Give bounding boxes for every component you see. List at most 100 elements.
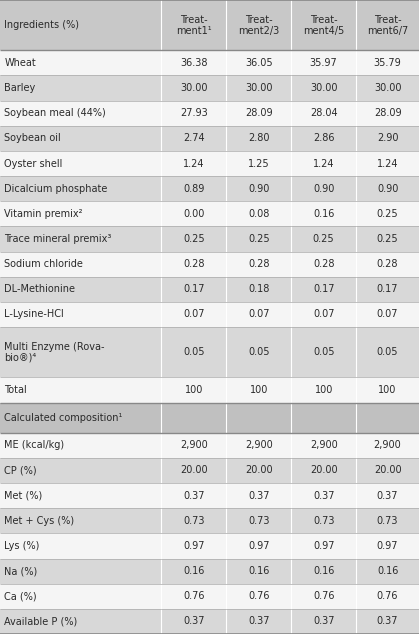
Text: Ingredients (%): Ingredients (%) <box>4 20 79 30</box>
Bar <box>291 609 356 634</box>
Bar <box>226 252 291 277</box>
Bar <box>226 126 291 151</box>
Text: 1.24: 1.24 <box>183 158 204 169</box>
Text: 100: 100 <box>315 385 333 395</box>
Text: 0.25: 0.25 <box>248 234 269 244</box>
Bar <box>0 50 161 75</box>
Bar <box>226 201 291 226</box>
Text: Total: Total <box>4 385 27 395</box>
Bar <box>0 201 161 226</box>
Text: 0.37: 0.37 <box>313 616 334 626</box>
Bar <box>356 403 419 433</box>
Text: Treat-
ment6/7: Treat- ment6/7 <box>367 15 408 36</box>
Text: L-Lysine-HCl: L-Lysine-HCl <box>4 309 64 320</box>
Text: 1.24: 1.24 <box>313 158 334 169</box>
Bar <box>356 176 419 201</box>
Text: 20.00: 20.00 <box>374 465 401 476</box>
Text: 0.37: 0.37 <box>183 491 204 501</box>
Bar <box>226 226 291 252</box>
Text: 0.00: 0.00 <box>183 209 204 219</box>
Bar <box>291 458 356 483</box>
Text: Oyster shell: Oyster shell <box>4 158 62 169</box>
Text: 0.37: 0.37 <box>183 616 204 626</box>
Bar <box>161 176 226 201</box>
Text: 0.16: 0.16 <box>248 566 269 576</box>
Bar <box>226 302 291 327</box>
Text: 30.00: 30.00 <box>245 83 272 93</box>
Text: 0.97: 0.97 <box>377 541 398 551</box>
Text: 36.38: 36.38 <box>180 58 207 68</box>
Text: Calculated composition¹: Calculated composition¹ <box>4 413 123 423</box>
Bar <box>356 101 419 126</box>
Bar <box>161 483 226 508</box>
Bar <box>0 403 161 433</box>
Text: 1.25: 1.25 <box>248 158 269 169</box>
Bar <box>0 433 161 458</box>
Text: ME (kcal/kg): ME (kcal/kg) <box>4 440 64 450</box>
Bar <box>291 302 356 327</box>
Bar <box>356 377 419 403</box>
Bar <box>161 226 226 252</box>
Text: 0.89: 0.89 <box>183 184 204 194</box>
Bar <box>291 126 356 151</box>
Bar <box>161 50 226 75</box>
Bar <box>356 151 419 176</box>
Bar <box>226 483 291 508</box>
Text: 0.97: 0.97 <box>313 541 334 551</box>
Text: 30.00: 30.00 <box>180 83 207 93</box>
Bar <box>226 559 291 584</box>
Text: 0.07: 0.07 <box>183 309 204 320</box>
Bar <box>0 559 161 584</box>
Text: 0.76: 0.76 <box>377 592 398 601</box>
Bar <box>226 0 291 50</box>
Bar <box>226 533 291 559</box>
Text: 0.17: 0.17 <box>377 284 398 294</box>
Bar <box>0 252 161 277</box>
Bar <box>161 101 226 126</box>
Text: 2,900: 2,900 <box>310 440 338 450</box>
Bar <box>161 302 226 327</box>
Bar <box>161 533 226 559</box>
Text: 100: 100 <box>250 385 268 395</box>
Text: 0.05: 0.05 <box>183 347 204 357</box>
Text: 0.07: 0.07 <box>248 309 269 320</box>
Text: 0.90: 0.90 <box>248 184 269 194</box>
Text: Treat-
ment4/5: Treat- ment4/5 <box>303 15 344 36</box>
Text: 0.17: 0.17 <box>183 284 204 294</box>
Bar <box>161 559 226 584</box>
Text: 0.76: 0.76 <box>313 592 334 601</box>
Text: 0.16: 0.16 <box>183 566 204 576</box>
Text: 0.76: 0.76 <box>248 592 269 601</box>
Bar <box>0 277 161 302</box>
Text: 30.00: 30.00 <box>310 83 337 93</box>
Bar <box>356 609 419 634</box>
Bar <box>291 151 356 176</box>
Text: 0.16: 0.16 <box>377 566 398 576</box>
Text: 0.37: 0.37 <box>377 616 398 626</box>
Text: Soybean oil: Soybean oil <box>4 133 61 143</box>
Bar <box>161 75 226 101</box>
Bar <box>291 201 356 226</box>
Text: Soybean meal (44%): Soybean meal (44%) <box>4 108 106 118</box>
Text: 0.05: 0.05 <box>313 347 334 357</box>
Bar <box>356 252 419 277</box>
Text: 35.79: 35.79 <box>374 58 401 68</box>
Bar <box>291 101 356 126</box>
Text: 27.93: 27.93 <box>180 108 208 118</box>
Bar <box>161 201 226 226</box>
Text: 20.00: 20.00 <box>245 465 272 476</box>
Bar <box>226 176 291 201</box>
Bar <box>226 50 291 75</box>
Bar <box>0 75 161 101</box>
Bar <box>226 151 291 176</box>
Bar <box>226 609 291 634</box>
Bar <box>0 458 161 483</box>
Text: Sodium chloride: Sodium chloride <box>4 259 83 269</box>
Bar <box>291 584 356 609</box>
Bar <box>0 302 161 327</box>
Bar <box>226 403 291 433</box>
Text: Wheat: Wheat <box>4 58 36 68</box>
Bar <box>0 151 161 176</box>
Bar <box>291 483 356 508</box>
Text: DL-Methionine: DL-Methionine <box>4 284 75 294</box>
